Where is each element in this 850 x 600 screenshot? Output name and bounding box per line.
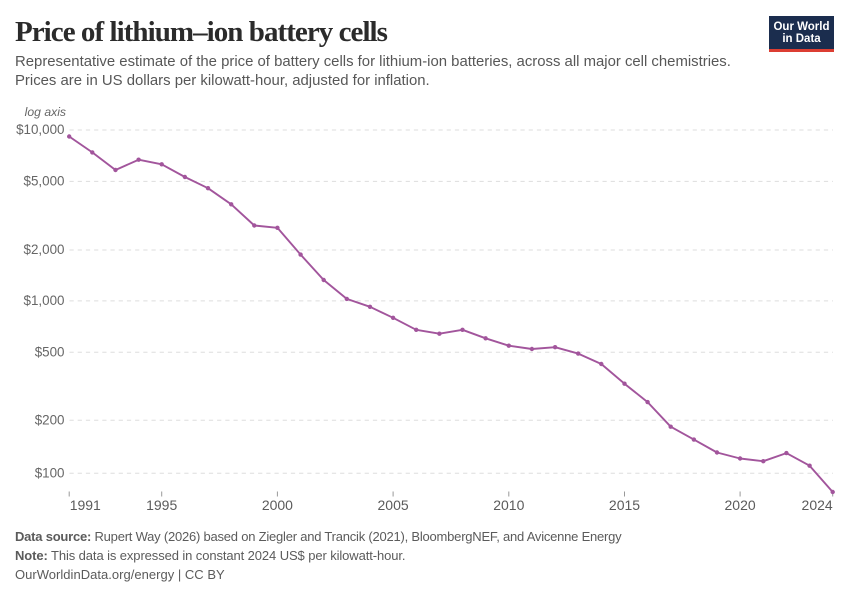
svg-text:$10,000: $10,000 [16,122,64,137]
svg-text:2015: 2015 [609,497,640,513]
svg-text:2024: 2024 [802,497,833,513]
svg-text:$5,000: $5,000 [24,174,65,189]
svg-text:$200: $200 [35,412,65,427]
svg-text:$100: $100 [35,465,65,480]
svg-text:$500: $500 [35,344,65,359]
svg-text:1995: 1995 [146,497,177,513]
svg-text:$2,000: $2,000 [24,242,65,257]
svg-text:1991: 1991 [70,497,101,513]
svg-text:2020: 2020 [725,497,756,513]
svg-text:2000: 2000 [262,497,293,513]
svg-text:2010: 2010 [493,497,524,513]
svg-text:$1,000: $1,000 [24,293,65,308]
svg-text:2005: 2005 [378,497,409,513]
